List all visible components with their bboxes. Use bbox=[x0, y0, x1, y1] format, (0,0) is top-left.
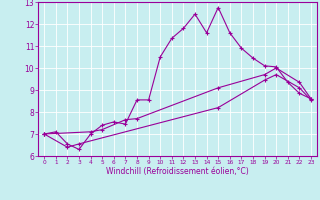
X-axis label: Windchill (Refroidissement éolien,°C): Windchill (Refroidissement éolien,°C) bbox=[106, 167, 249, 176]
